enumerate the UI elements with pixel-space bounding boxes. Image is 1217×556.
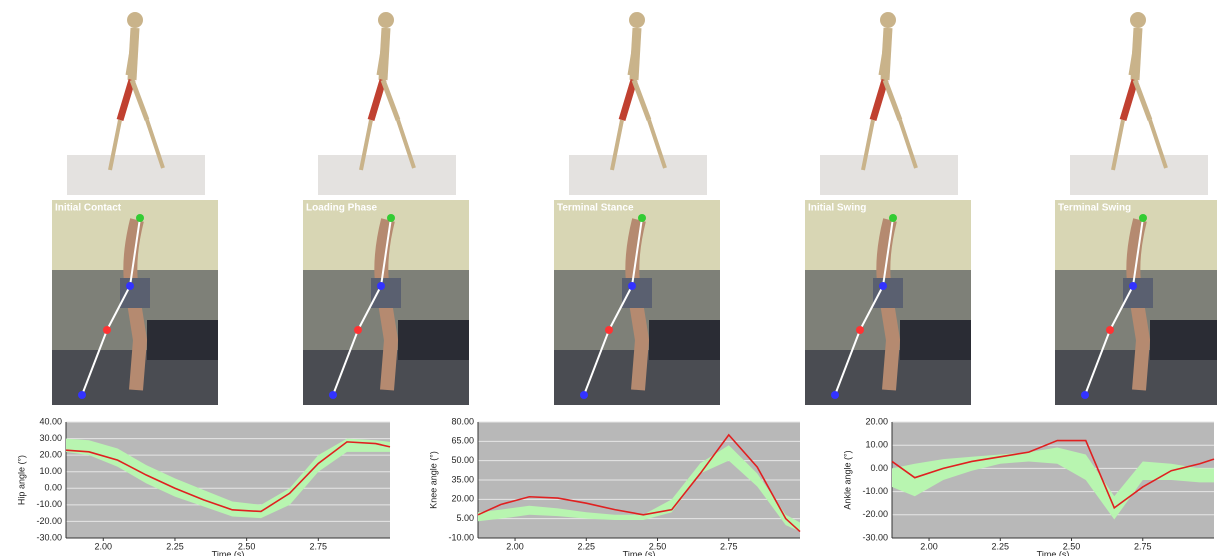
- y-tick-label: -10.00: [448, 532, 474, 542]
- photo-frame: [1055, 200, 1217, 405]
- y-tick-label: 65.00: [451, 436, 474, 446]
- y-tick-label: -20.00: [862, 509, 888, 519]
- photo-frame: [805, 200, 971, 405]
- x-axis-label: Time (s): [1037, 549, 1070, 556]
- y-tick-label: 30.00: [39, 433, 62, 443]
- skeleton: [318, 12, 456, 195]
- y-tick-label: -20.00: [36, 516, 62, 526]
- phase-label: Terminal Stance: [557, 202, 634, 213]
- y-tick-label: 20.00: [451, 494, 474, 504]
- y-tick-label: -30.00: [862, 532, 888, 542]
- phase-label: Initial Swing: [808, 202, 866, 213]
- y-tick-label: 50.00: [451, 455, 474, 465]
- photo-frame: [303, 200, 469, 405]
- x-tick-label: 2.75: [1134, 541, 1152, 551]
- x-tick-label: 2.25: [166, 541, 184, 551]
- skeleton: [569, 12, 707, 195]
- y-tick-label: -30.00: [36, 532, 62, 542]
- y-tick-label: 35.00: [451, 474, 474, 484]
- y-tick-label: 10.00: [865, 440, 888, 450]
- y-axis-label: Ankle angle (°): [842, 450, 852, 509]
- y-tick-label: 20.00: [865, 416, 888, 426]
- y-tick-label: 0.00: [44, 483, 62, 493]
- x-tick-label: 2.75: [310, 541, 328, 551]
- phase-label: Initial Contact: [55, 202, 122, 213]
- y-tick-label: 10.00: [39, 466, 62, 476]
- y-tick-label: 20.00: [39, 450, 62, 460]
- y-tick-label: 0.00: [870, 463, 888, 473]
- y-tick-label: 40.00: [39, 416, 62, 426]
- phase-label: Terminal Swing: [1058, 202, 1131, 213]
- photo-frame: [52, 200, 218, 405]
- y-tick-label: -10.00: [36, 499, 62, 509]
- y-tick-label: -10.00: [862, 486, 888, 496]
- skeleton: [820, 12, 958, 195]
- x-tick-label: 2.25: [578, 541, 596, 551]
- y-axis-label: Hip angle (°): [16, 455, 26, 505]
- x-tick-label: 2.00: [95, 541, 113, 551]
- y-axis-label: Knee angle (°): [428, 451, 438, 509]
- figure: Initial Contact Loading Phase Terminal Sta…: [0, 0, 1217, 556]
- x-axis-label: Time (s): [623, 549, 656, 556]
- y-tick-label: 5.00: [456, 513, 474, 523]
- y-tick-label: 80.00: [451, 416, 474, 426]
- skeleton: [67, 12, 205, 195]
- x-axis-label: Time (s): [212, 549, 245, 556]
- x-tick-label: 2.00: [506, 541, 524, 551]
- skeleton: [1070, 12, 1208, 195]
- phase-label: Loading Phase: [306, 202, 378, 213]
- x-tick-label: 2.25: [992, 541, 1010, 551]
- panels: Initial Contact Loading Phase Terminal Sta…: [52, 12, 1217, 405]
- x-tick-label: 2.00: [920, 541, 938, 551]
- plot-area: [66, 422, 390, 538]
- x-tick-label: 2.75: [720, 541, 738, 551]
- photo-frame: [554, 200, 720, 405]
